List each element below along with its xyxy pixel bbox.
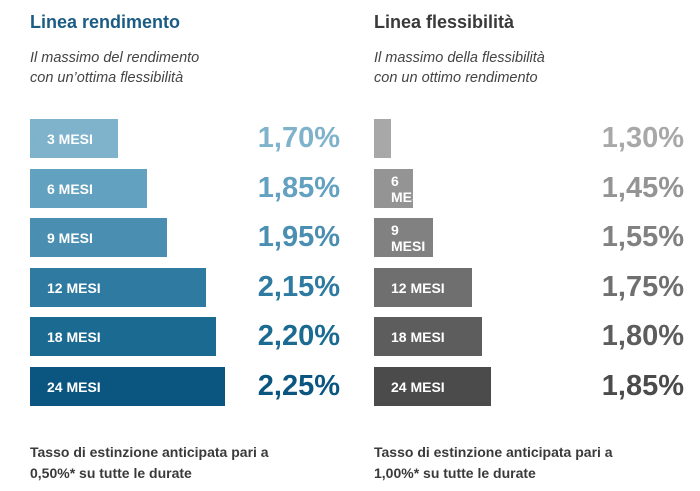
- data-label: 1,75%: [601, 271, 684, 303]
- bar: 9 MESI: [374, 218, 433, 257]
- bar: 18 MESI: [30, 317, 216, 356]
- bar: 3 MESI: [30, 119, 118, 158]
- bar: 9 MESI: [30, 218, 167, 257]
- chart-title: Linea flessibilità: [374, 12, 515, 32]
- bar: 3 MESI: [374, 119, 425, 158]
- bar-label: 9 MESI: [391, 221, 426, 254]
- footnote-line: Tasso di estinzione anticipata pari a: [374, 444, 613, 460]
- footnote-line: 0,50%* su tutte le durate: [30, 465, 192, 481]
- data-label: 1,70%: [257, 122, 340, 154]
- subtitle-line: Il massimo della flessibilità: [374, 50, 545, 66]
- bar-group: 3 MESI 1,30% 6 MESI 1,45% 9 MESI 1,55% 12 MESI…: [344, 0, 684, 491]
- chart-subtitle: Il massimo del rendimento con un’ottima …: [30, 48, 310, 88]
- bar-label: 18 MESI: [47, 328, 101, 345]
- bar-label: 9 MESI: [47, 229, 93, 246]
- data-label: 2,20%: [257, 320, 340, 352]
- data-label: 1,80%: [601, 320, 684, 352]
- bar-label: 6 MESI: [47, 180, 93, 197]
- chart-subtitle: Il massimo della flessibilità con un ott…: [374, 48, 654, 88]
- chart-footnote: Tasso di estinzione anticipata pari a 0,…: [30, 442, 330, 484]
- subtitle-line: con un’ottima flessibilità: [30, 70, 184, 86]
- chart-flessibilita: Linea flessibilità Il massimo della fles…: [344, 0, 684, 491]
- chart-title: Linea rendimento: [30, 12, 181, 32]
- chart-footnote: Tasso di estinzione anticipata pari a 1,…: [374, 442, 674, 484]
- bar-label: 18 MESI: [391, 328, 445, 345]
- bar: 6 MESI: [30, 169, 147, 208]
- data-label: 1,45%: [601, 172, 684, 204]
- bar-label: 24 MESI: [47, 378, 101, 395]
- bar: 24 MESI: [30, 367, 225, 406]
- subtitle-line: Il massimo del rendimento: [30, 50, 200, 66]
- bar-group: 3 MESI 1,70% 6 MESI 1,85% 9 MESI 1,95% 12 MESI…: [0, 0, 340, 491]
- bar: 6 MESI: [374, 169, 425, 208]
- bar-label: 3 MESI: [47, 130, 93, 147]
- data-label: 2,15%: [257, 271, 340, 303]
- data-label: 1,30%: [601, 122, 684, 154]
- bar: 12 MESI: [374, 268, 472, 307]
- footnote-line: Tasso di estinzione anticipata pari a: [30, 444, 269, 460]
- data-label: 1,55%: [601, 221, 684, 253]
- data-label: 1,85%: [601, 370, 684, 402]
- bar-label: 6 MESI: [391, 172, 426, 205]
- bar: 24 MESI: [374, 367, 491, 406]
- bar-label: 12 MESI: [47, 279, 101, 296]
- bar: 12 MESI: [30, 268, 206, 307]
- data-label: 2,25%: [257, 370, 340, 402]
- data-label: 1,95%: [257, 221, 340, 253]
- bar: 18 MESI: [374, 317, 482, 356]
- bar-label: 3 MESI: [391, 122, 426, 155]
- chart-rendimento: Linea rendimento Il massimo del rendimen…: [0, 0, 340, 491]
- subtitle-line: con un ottimo rendimento: [374, 70, 538, 86]
- bar-label: 12 MESI: [391, 279, 445, 296]
- bar-label: 24 MESI: [391, 378, 445, 395]
- data-label: 1,85%: [257, 172, 340, 204]
- footnote-line: 1,00%* su tutte le durate: [374, 465, 536, 481]
